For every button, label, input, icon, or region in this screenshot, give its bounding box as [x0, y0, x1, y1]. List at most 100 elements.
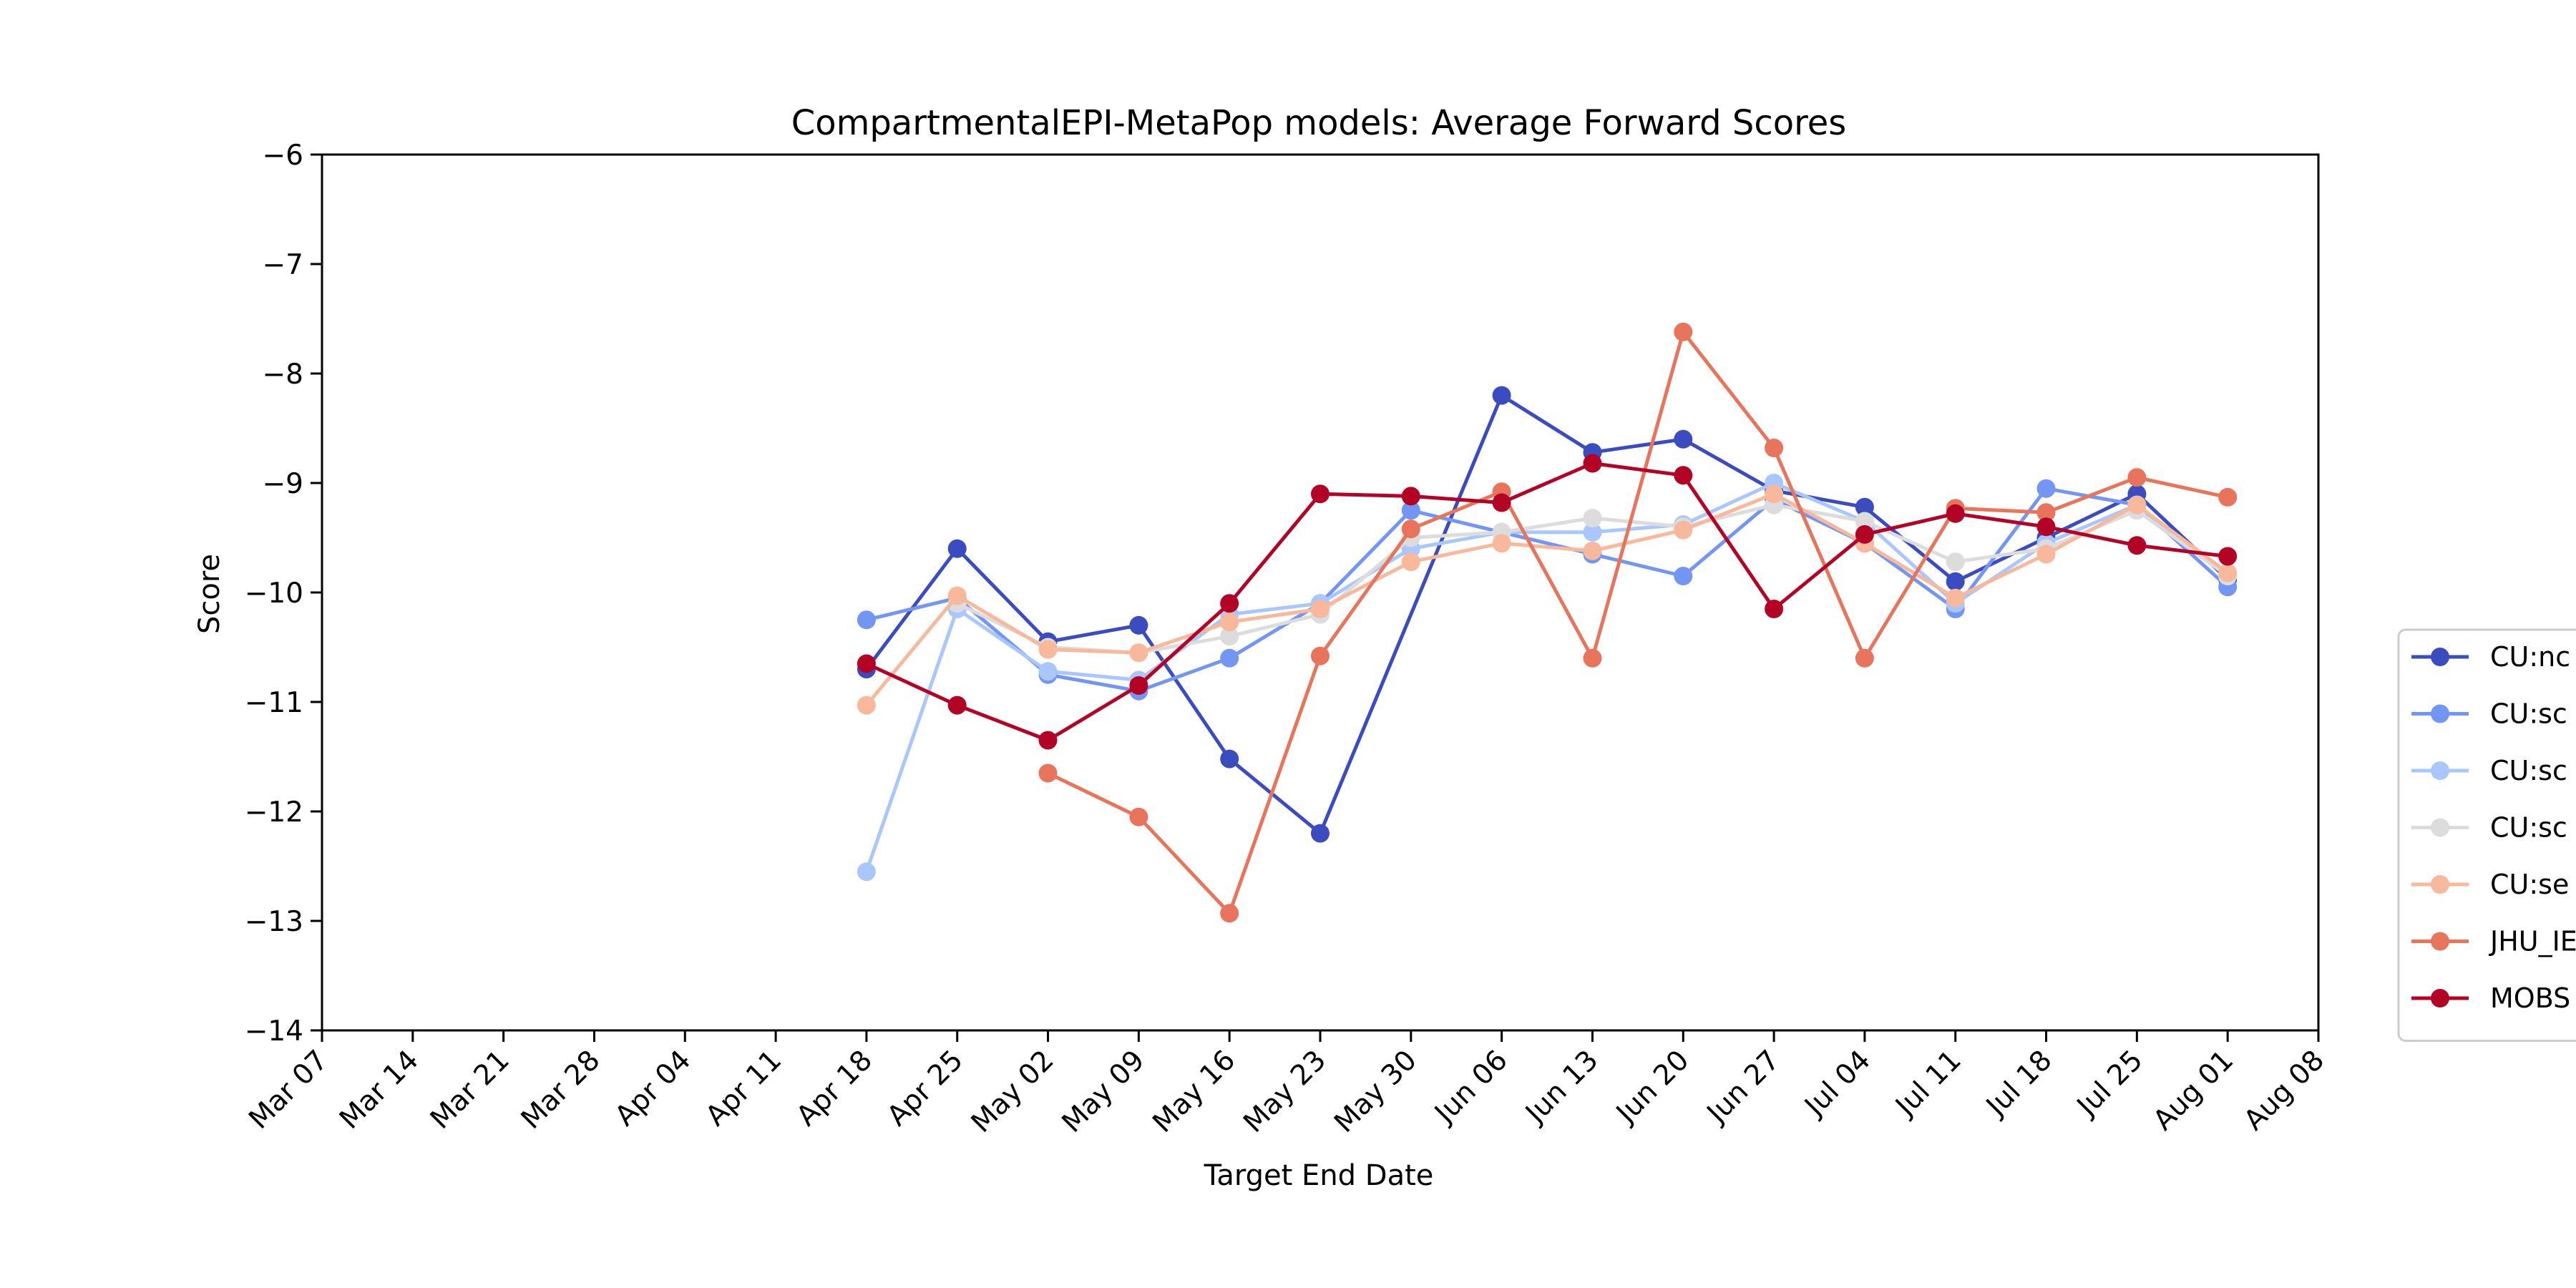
legend-marker-6 — [2431, 989, 2449, 1008]
y-axis-label: Score — [193, 554, 226, 634]
series-0-point-4 — [1220, 749, 1239, 769]
legend-item-3: CU:sc — [2411, 812, 2567, 844]
series-2-point-0 — [857, 862, 876, 882]
series-6-point-10 — [1765, 600, 1784, 618]
series-6-point-3 — [1129, 676, 1148, 695]
series-4 — [857, 484, 2238, 715]
series-4-point-2 — [1038, 640, 1058, 659]
series-4-point-9 — [1674, 520, 1693, 540]
legend-item-2: CU:sc — [2411, 755, 2567, 786]
series-line-6 — [865, 462, 2228, 742]
legend-label-5: JHU_IE — [2489, 926, 2576, 957]
legend-item-5: JHU_IE — [2411, 926, 2576, 957]
series-6-point-11 — [1855, 525, 1874, 544]
series-6 — [857, 454, 2238, 750]
y-tick-label-1: −7 — [263, 249, 304, 281]
series-6-point-7 — [1492, 493, 1511, 512]
series-5-point-0 — [1038, 763, 1058, 783]
legend-marker-4 — [2431, 875, 2449, 894]
series-2-point-2 — [1038, 662, 1058, 681]
legend-marker-5 — [2431, 932, 2449, 951]
y-tick-label-3: −9 — [263, 468, 304, 500]
y-tick-label-2: −8 — [263, 358, 304, 391]
series-6-point-4 — [1220, 594, 1239, 613]
series-6-point-0 — [857, 654, 876, 673]
y-tick-label-8: −14 — [245, 1015, 303, 1048]
series-4-point-15 — [2218, 563, 2238, 582]
series-0-point-10 — [1855, 497, 1874, 517]
series-line-2 — [864, 481, 2229, 873]
series-1-point-9 — [1674, 567, 1693, 585]
series-5-point-12 — [2127, 468, 2147, 487]
y-tick-label-0: −6 — [263, 140, 304, 172]
series-5-point-8 — [1765, 439, 1784, 457]
series-4-point-4 — [1220, 613, 1239, 632]
series-4-point-12 — [1946, 588, 1965, 608]
series-6-point-5 — [1311, 484, 1330, 504]
plot-area — [857, 322, 2238, 923]
series-0-point-3 — [1129, 615, 1148, 635]
x-axis-label: Target End Date — [1204, 1159, 1434, 1192]
legend-marker-1 — [2431, 704, 2449, 723]
series-1-point-6 — [1401, 501, 1420, 520]
series-6-point-2 — [1038, 731, 1058, 750]
series-line-5 — [1047, 330, 2228, 915]
legend-label-4: CU:se — [2490, 869, 2569, 900]
series-1-point-0 — [857, 610, 876, 630]
series-6-point-6 — [1401, 487, 1420, 506]
series-5-point-2 — [1220, 904, 1239, 923]
series-4-point-3 — [1129, 643, 1148, 663]
series-3-point-3 — [1220, 627, 1239, 646]
series-4-point-1 — [947, 586, 967, 605]
y-tick-label-7: −13 — [245, 906, 303, 938]
legend: CU:nc CU:sc CU:sc CU:sc CU:se JHU_IE MOBS — [2397, 628, 2576, 1042]
legend-label-3: CU:sc — [2490, 812, 2567, 844]
series-4-point-10 — [1765, 484, 1784, 504]
y-tick-label-4: −10 — [245, 577, 303, 610]
series-0-point-1 — [947, 539, 967, 558]
y-tick-label-5: −11 — [245, 687, 303, 719]
chart-title: CompartmentalEPI-MetaPop models: Average… — [791, 103, 1847, 143]
y-tick-label-6: −12 — [245, 796, 303, 829]
series-0-point-11 — [1946, 572, 1965, 591]
legend-item-4: CU:se — [2411, 869, 2569, 900]
series-4-point-13 — [2036, 545, 2056, 564]
series-line-4 — [864, 492, 2229, 707]
legend-marker-3 — [2431, 818, 2449, 837]
series-4-point-6 — [1401, 552, 1420, 572]
legend-item-0: CU:nc — [2411, 641, 2570, 673]
series-6-point-1 — [947, 696, 967, 715]
series-3-point-10 — [1855, 512, 1874, 531]
series-5-point-7 — [1674, 322, 1693, 341]
series-6-point-9 — [1674, 466, 1693, 485]
series-4-point-5 — [1311, 600, 1330, 618]
legend-marker-2 — [2431, 761, 2449, 780]
legend-label-1: CU:sc — [2490, 698, 2567, 730]
series-0-point-6 — [1492, 386, 1511, 405]
series-2-point-8 — [1583, 522, 1602, 542]
series-6-point-14 — [2127, 536, 2147, 555]
series-6-point-15 — [2218, 547, 2238, 566]
series-1-point-13 — [2036, 479, 2056, 498]
series-4-point-0 — [857, 696, 876, 715]
legend-label-2: CU:sc — [2490, 755, 2567, 786]
series-5-point-3 — [1311, 646, 1330, 665]
series-line-1 — [866, 487, 2229, 693]
series-1-point-4 — [1220, 648, 1239, 668]
series-6-point-8 — [1583, 454, 1602, 473]
series-6-point-12 — [1946, 504, 1965, 523]
series-0-point-8 — [1674, 429, 1693, 449]
legend-label-6: MOBS — [2490, 982, 2570, 1014]
legend-label-0: CU:nc — [2490, 641, 2570, 673]
series-6-point-13 — [2036, 517, 2056, 537]
legend-item-6: MOBS — [2411, 982, 2570, 1014]
series-0-point-5 — [1311, 824, 1330, 843]
legend-item-1: CU:sc — [2411, 698, 2567, 730]
series-5-point-13 — [2218, 487, 2238, 507]
series-4-point-14 — [2127, 495, 2147, 514]
series-5-point-9 — [1855, 648, 1874, 668]
series-3-point-11 — [1946, 552, 1965, 572]
series-5-point-1 — [1129, 807, 1148, 826]
